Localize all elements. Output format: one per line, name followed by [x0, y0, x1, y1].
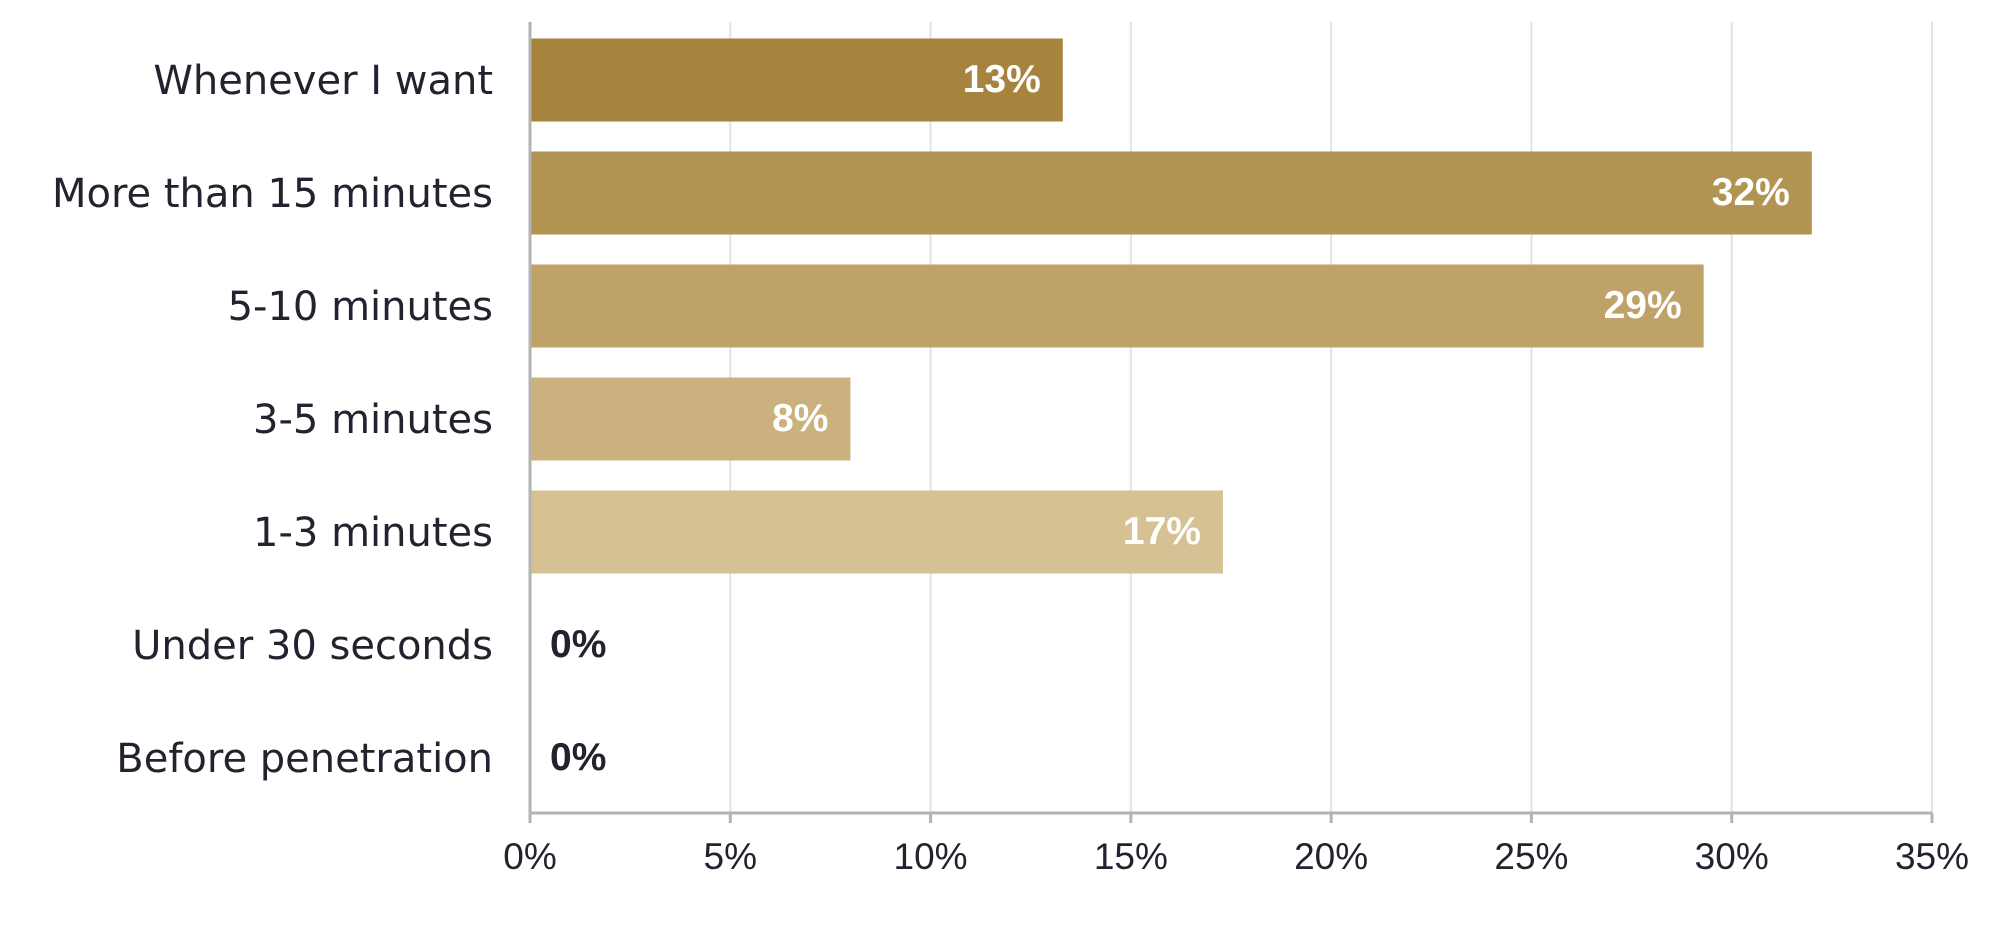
category-label-2: 5-10 minutes [228, 284, 493, 330]
value-label-5: 0% [550, 623, 606, 666]
x-tick-label-0: 0% [503, 836, 556, 877]
category-label-6: Before penetration [116, 736, 493, 782]
value-label-2: 29% [1604, 284, 1682, 327]
x-tick-label-1: 5% [704, 836, 757, 877]
gridlines [729, 22, 1933, 813]
labels: Whenever I want 13% More than 15 minutes 32… [52, 58, 1969, 877]
bar-0 [530, 38, 1063, 122]
axes [528, 22, 1934, 823]
bar-3 [530, 377, 851, 461]
category-label-3: 3-5 minutes [253, 397, 493, 443]
bars [530, 38, 1812, 574]
bar-4 [530, 490, 1223, 574]
category-label-5: Under 30 seconds [132, 623, 493, 669]
x-tick-label-5: 25% [1494, 836, 1568, 877]
x-tick-label-6: 30% [1695, 836, 1769, 877]
x-tick-label-4: 20% [1294, 836, 1368, 877]
x-tick-label-2: 10% [894, 836, 968, 877]
value-label-6: 0% [550, 736, 606, 779]
x-tick-label-3: 15% [1094, 836, 1168, 877]
bar-1 [530, 151, 1812, 235]
category-label-0: Whenever I want [153, 58, 493, 104]
category-label-4: 1-3 minutes [253, 510, 493, 556]
value-label-3: 8% [772, 397, 828, 440]
value-label-4: 17% [1123, 510, 1201, 553]
value-label-0: 13% [963, 58, 1041, 101]
x-tick-label-7: 35% [1895, 836, 1969, 877]
bar-2 [530, 264, 1704, 348]
category-label-1: More than 15 minutes [52, 171, 493, 217]
value-label-1: 32% [1712, 171, 1790, 214]
